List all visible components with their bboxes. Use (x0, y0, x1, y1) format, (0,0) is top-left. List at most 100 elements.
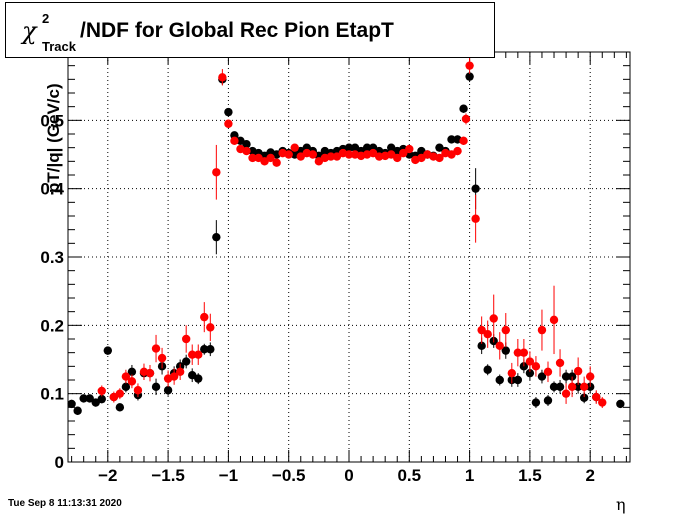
data-point (501, 346, 510, 355)
x-tick-label: 2 (585, 466, 594, 485)
data-point (543, 367, 553, 376)
data-point (616, 399, 625, 409)
data-point (477, 341, 486, 351)
data-point (461, 114, 471, 124)
x-tick-label: 1.5 (518, 466, 542, 485)
data-point (561, 389, 571, 398)
x-tick-label: −0.5 (272, 466, 306, 485)
data-point (525, 368, 535, 378)
data-point (393, 153, 402, 163)
data-point (266, 153, 275, 163)
data-point (194, 350, 203, 359)
data-point (586, 372, 595, 381)
data-point (344, 150, 354, 159)
data-point (200, 312, 209, 322)
axis-ticks: −2 −1.5 −1 −0.5 0 0.5 1 1.5 2 0 0.1 0.2 0.3 0.4 0.5 (40, 52, 630, 485)
data-point (344, 143, 354, 152)
data-point (181, 357, 191, 366)
data-point (489, 314, 498, 323)
data-point (537, 372, 547, 381)
data-point (73, 406, 82, 415)
data-point (399, 148, 408, 158)
timestamp: Tue Sep 8 11:13:31 2020 (8, 498, 122, 509)
data-point (579, 382, 589, 392)
data-point (537, 325, 547, 335)
y-tick-label: 0.2 (40, 316, 64, 335)
data-point (97, 394, 106, 404)
data-point (290, 143, 299, 152)
data-point (103, 346, 112, 355)
data-point (549, 315, 559, 325)
data-series (67, 57, 625, 415)
data-point (477, 325, 486, 335)
data-point (230, 136, 239, 146)
data-point (598, 398, 607, 407)
y-tick-label: 0 (55, 453, 64, 472)
data-point (447, 135, 456, 144)
data-point (115, 389, 125, 398)
data-point (531, 362, 541, 371)
data-point (471, 214, 480, 223)
data-point (145, 368, 155, 378)
data-point (573, 366, 583, 376)
data-point (85, 394, 94, 403)
data-point (284, 150, 293, 159)
chart-title-box: χ 2 Track /NDF for Global Rec Pion EtapT (5, 2, 495, 58)
y-tick-label: 0.1 (40, 385, 64, 404)
data-point (362, 143, 372, 152)
x-tick-label: 0.5 (397, 466, 421, 485)
data-point (212, 232, 221, 242)
data-point (151, 344, 161, 353)
title-superscript: 2 (42, 11, 50, 26)
data-point (200, 345, 209, 354)
data-point (194, 374, 203, 383)
data-point (218, 73, 227, 82)
data-point (405, 144, 414, 154)
data-point (206, 345, 215, 354)
x-tick-label: −2 (98, 466, 117, 485)
data-point (224, 107, 233, 117)
data-point (79, 394, 88, 403)
data-point (592, 392, 601, 402)
data-point (151, 382, 161, 392)
data-point (127, 377, 137, 386)
data-point (453, 146, 462, 156)
data-point (308, 150, 318, 159)
data-point (115, 403, 125, 412)
data-point (181, 334, 191, 344)
data-point (471, 184, 480, 193)
data-point (188, 350, 197, 359)
data-point (97, 386, 106, 396)
data-point (465, 72, 474, 81)
x-tick-label: −1.5 (151, 466, 185, 485)
data-point (435, 153, 444, 163)
data-point (242, 140, 251, 149)
data-point (169, 372, 179, 381)
data-point (483, 365, 492, 374)
data-point (459, 136, 468, 146)
data-point (507, 368, 517, 378)
data-point (248, 153, 257, 163)
data-point (525, 357, 535, 366)
x-tick-label: −1 (219, 466, 238, 485)
data-point (579, 393, 589, 402)
data-point (495, 341, 504, 351)
data-point (121, 382, 131, 392)
data-point (206, 323, 215, 332)
y-tick-label: 0.4 (40, 180, 64, 199)
data-point (212, 168, 221, 177)
grid-lines (68, 52, 630, 462)
data-point (501, 325, 510, 335)
data-point (483, 330, 492, 339)
data-point (567, 382, 577, 392)
data-point (495, 375, 504, 385)
y-tick-label: 0.5 (40, 111, 64, 130)
data-point (157, 353, 167, 363)
x-tick-label: 1 (465, 466, 474, 485)
y-axis-label: pT/|q| (GeV/c) (44, 83, 63, 193)
data-point (224, 119, 233, 128)
title-chi-symbol: χ (22, 17, 37, 45)
data-point (513, 375, 523, 385)
data-point (242, 146, 251, 156)
data-point (543, 396, 553, 405)
